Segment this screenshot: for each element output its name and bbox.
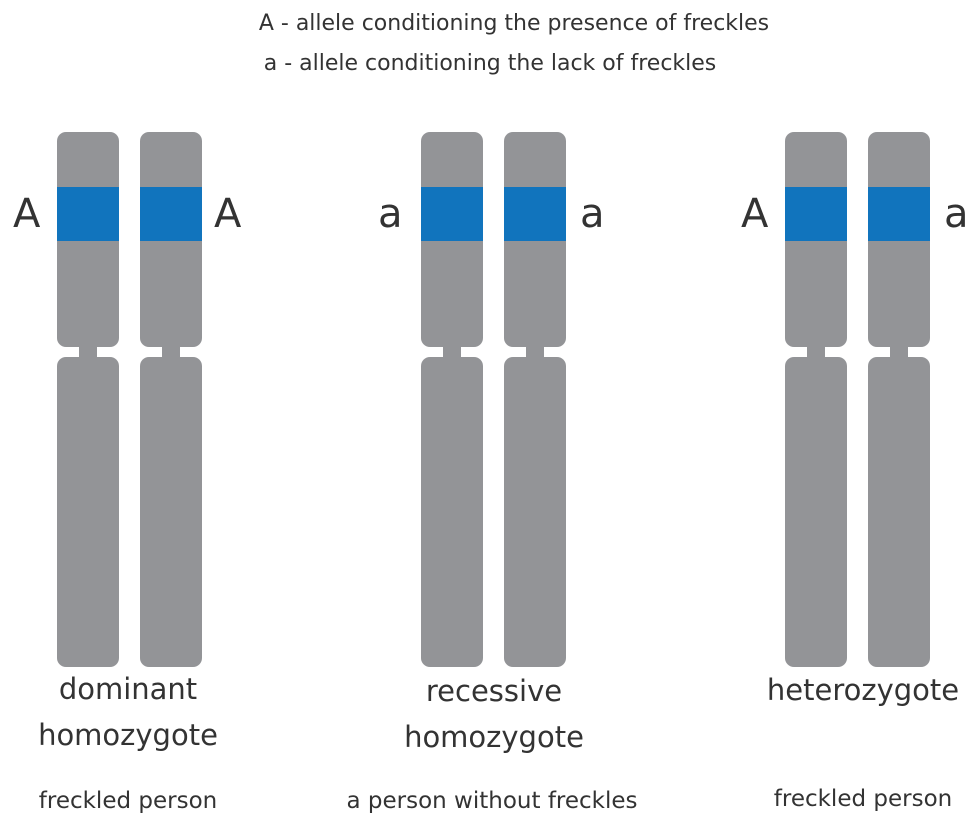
chromosome-lower-arm: [140, 357, 202, 667]
gene-locus-band: [421, 187, 483, 241]
allele-label-left: A: [13, 191, 41, 237]
chromosome-lower-arm: [421, 357, 483, 667]
gene-locus-band: [504, 187, 566, 241]
allele-label-left: A: [741, 191, 769, 237]
gene-locus-band: [57, 187, 119, 241]
chromosome-lower-arm: [785, 357, 847, 667]
genotype-title-line1: heterozygote: [766, 673, 960, 707]
chromosome-lower-arm: [57, 357, 119, 667]
genotype-title-line2: homozygote: [404, 720, 584, 754]
chromosome-lower-arm: [868, 357, 930, 667]
legend-dominant-allele: A - allele conditioning the presence of …: [258, 11, 770, 36]
allele-label-right: a: [580, 191, 605, 237]
allele-label-right: A: [214, 191, 242, 237]
genotype-title: heterozygote: [740, 667, 980, 713]
genotype-title-line2: homozygote: [38, 718, 218, 752]
gene-locus-band: [785, 187, 847, 241]
genotype-title: dominant homozygote: [0, 666, 256, 758]
phenotype-label: a person without freckles: [346, 788, 638, 814]
genotype-title-line1: dominant: [58, 672, 198, 706]
allele-label-left: a: [378, 191, 403, 237]
genotype-title: recessive homozygote: [364, 668, 624, 760]
gene-locus-band: [868, 187, 930, 241]
allele-label-right: a: [944, 191, 969, 237]
legend-recessive-allele: a - allele conditioning the lack of frec…: [263, 51, 717, 76]
phenotype-label: freckled person: [773, 786, 953, 812]
genotype-title-line1: recessive: [425, 674, 563, 708]
chromosome-lower-arm: [504, 357, 566, 667]
gene-locus-band: [140, 187, 202, 241]
phenotype-label: freckled person: [38, 788, 218, 814]
